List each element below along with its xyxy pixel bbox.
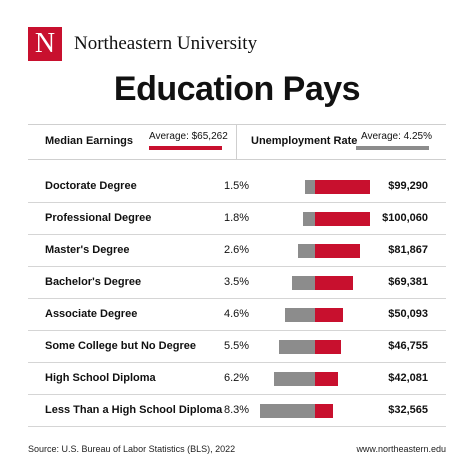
legend: Median Earnings Average: $65,262 Unemplo…	[28, 124, 446, 160]
footer-source: Source: U.S. Bureau of Labor Statistics …	[28, 444, 236, 454]
table-row: Associate Degree 4.6% $50,093	[28, 299, 446, 331]
table-row: Master's Degree 2.6% $81,867	[28, 235, 446, 267]
degree-label: Associate Degree	[45, 308, 138, 320]
logo-letter: N	[34, 28, 56, 59]
table-row: Less Than a High School Diploma 8.3% $32,5…	[28, 395, 446, 427]
table-row: High School Diploma 6.2% $42,081	[28, 363, 446, 395]
unemployment-bar	[284, 308, 315, 322]
median-earnings-label: $42,081	[388, 372, 428, 384]
legend-median-average: Average: $65,262	[149, 131, 228, 142]
earnings-bar	[315, 212, 371, 226]
degree-label: High School Diploma	[45, 372, 156, 384]
legend-median-label: Median Earnings	[45, 135, 134, 147]
earnings-bar	[315, 180, 370, 194]
unemployment-bar	[291, 276, 315, 290]
data-rows: Doctorate Degree 1.5% $99,290 Professional …	[0, 171, 474, 427]
unemployment-rate-label: 2.6%	[224, 244, 250, 256]
earnings-bar	[315, 276, 354, 290]
legend-divider	[236, 125, 237, 159]
page-title: Education Pays	[113, 70, 361, 108]
degree-label: Some College but No Degree	[45, 340, 196, 352]
unemployment-bar	[274, 372, 315, 386]
degree-label: Professional Degree	[45, 212, 152, 224]
unemployment-bar	[278, 340, 315, 354]
table-row: Doctorate Degree 1.5% $99,290	[28, 171, 446, 203]
unemployment-rate-label: 1.5%	[224, 180, 250, 192]
median-earnings-label: $32,565	[388, 404, 428, 416]
unemployment-bar	[303, 212, 315, 226]
earnings-bar	[315, 404, 333, 418]
unemployment-rate-label: 1.8%	[224, 212, 250, 224]
earnings-bar	[315, 340, 341, 354]
brand-name: Northeastern University	[74, 33, 258, 54]
legend-median-swatch	[149, 146, 222, 150]
unemployment-rate-label: 8.3%	[224, 404, 250, 416]
unemployment-rate-label: 6.2%	[224, 372, 250, 384]
unemployment-rate-label: 4.6%	[224, 308, 250, 320]
median-earnings-label: $99,290	[388, 180, 428, 192]
earnings-bar	[315, 244, 361, 258]
median-earnings-label: $69,381	[388, 276, 428, 288]
degree-label: Bachelor's Degree	[45, 276, 142, 288]
median-earnings-label: $46,755	[388, 340, 428, 352]
median-earnings-label: $100,060	[382, 212, 428, 224]
table-row: Bachelor's Degree 3.5% $69,381	[28, 267, 446, 299]
earnings-bar	[315, 308, 343, 322]
table-row: Professional Degree 1.8% $100,060	[28, 203, 446, 235]
median-earnings-label: $81,867	[388, 244, 428, 256]
legend-unemployment-swatch	[356, 146, 429, 150]
brand: N Northeastern University	[28, 27, 257, 61]
degree-label: Master's Degree	[45, 244, 130, 256]
legend-unemployment-average: Average: 4.25%	[361, 131, 432, 142]
northeastern-logo: N	[28, 27, 62, 61]
unemployment-rate-label: 3.5%	[224, 276, 250, 288]
table-row: Some College but No Degree 5.5% $46,755	[28, 331, 446, 363]
earnings-bar	[315, 372, 339, 386]
degree-label: Less Than a High School Diploma	[45, 404, 223, 416]
unemployment-bar	[305, 180, 315, 194]
unemployment-bar	[297, 244, 315, 258]
unemployment-bar	[260, 404, 315, 418]
legend-unemployment-label: Unemployment Rate	[251, 135, 358, 147]
unemployment-rate-label: 5.5%	[224, 340, 250, 352]
median-earnings-label: $50,093	[388, 308, 428, 320]
degree-label: Doctorate Degree	[45, 180, 137, 192]
footer-url: www.northeastern.edu	[356, 444, 446, 454]
